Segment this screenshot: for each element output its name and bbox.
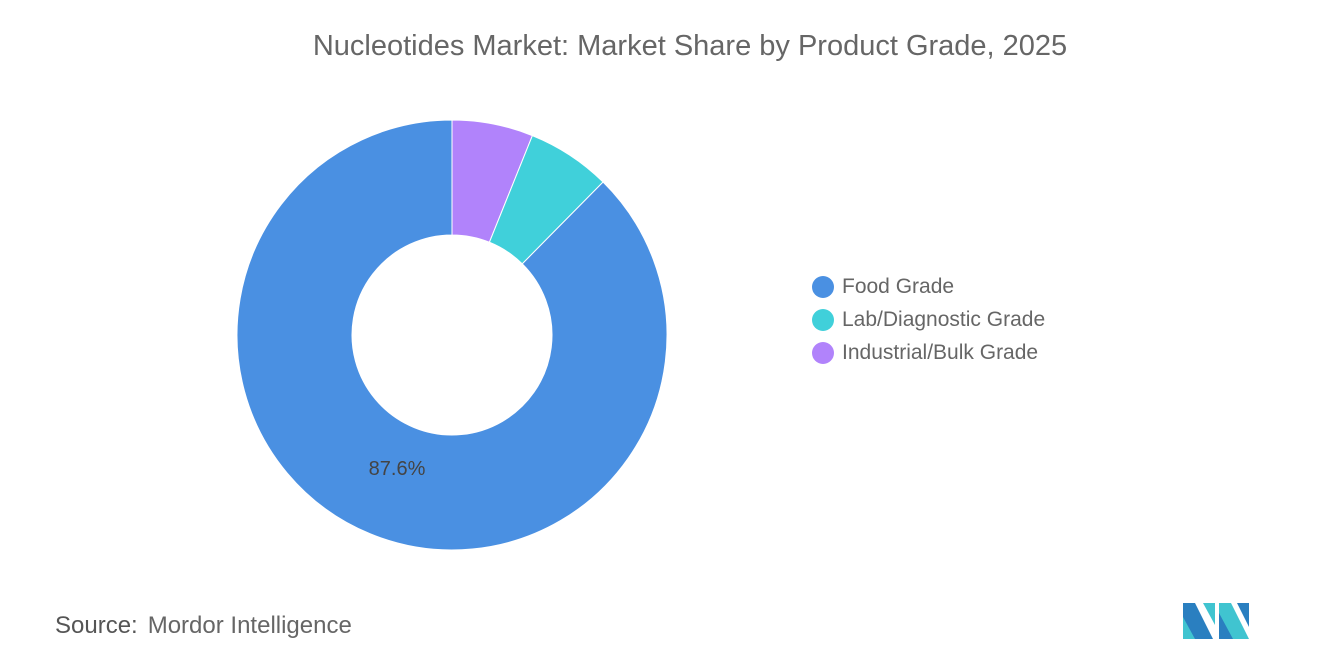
chart-title: Nucleotides Market: Market Share by Prod… <box>312 30 1068 62</box>
legend-item-lab: Lab/Diagnostic Grade <box>812 303 1045 336</box>
legend: Food Grade Lab/Diagnostic Grade Industri… <box>812 270 1045 369</box>
source: Source: Mordor Intelligence <box>55 612 352 640</box>
mordor-intelligence-logo <box>1183 603 1249 639</box>
legend-swatch <box>812 308 834 331</box>
source-value: Mordor Intelligence <box>147 612 352 639</box>
legend-swatch <box>812 275 834 298</box>
data-label: 87.6% <box>369 458 426 480</box>
source-label: Source: <box>55 612 138 639</box>
legend-label: Food Grade <box>842 274 955 298</box>
slice-food-grade <box>236 119 668 551</box>
legend-item-food: Food Grade <box>812 270 1045 303</box>
legend-item-industrial: Industrial/Bulk Grade <box>812 336 1045 369</box>
legend-label: Industrial/Bulk Grade <box>842 340 1039 364</box>
legend-swatch <box>812 341 834 364</box>
legend-label: Lab/Diagnostic Grade <box>842 307 1046 331</box>
